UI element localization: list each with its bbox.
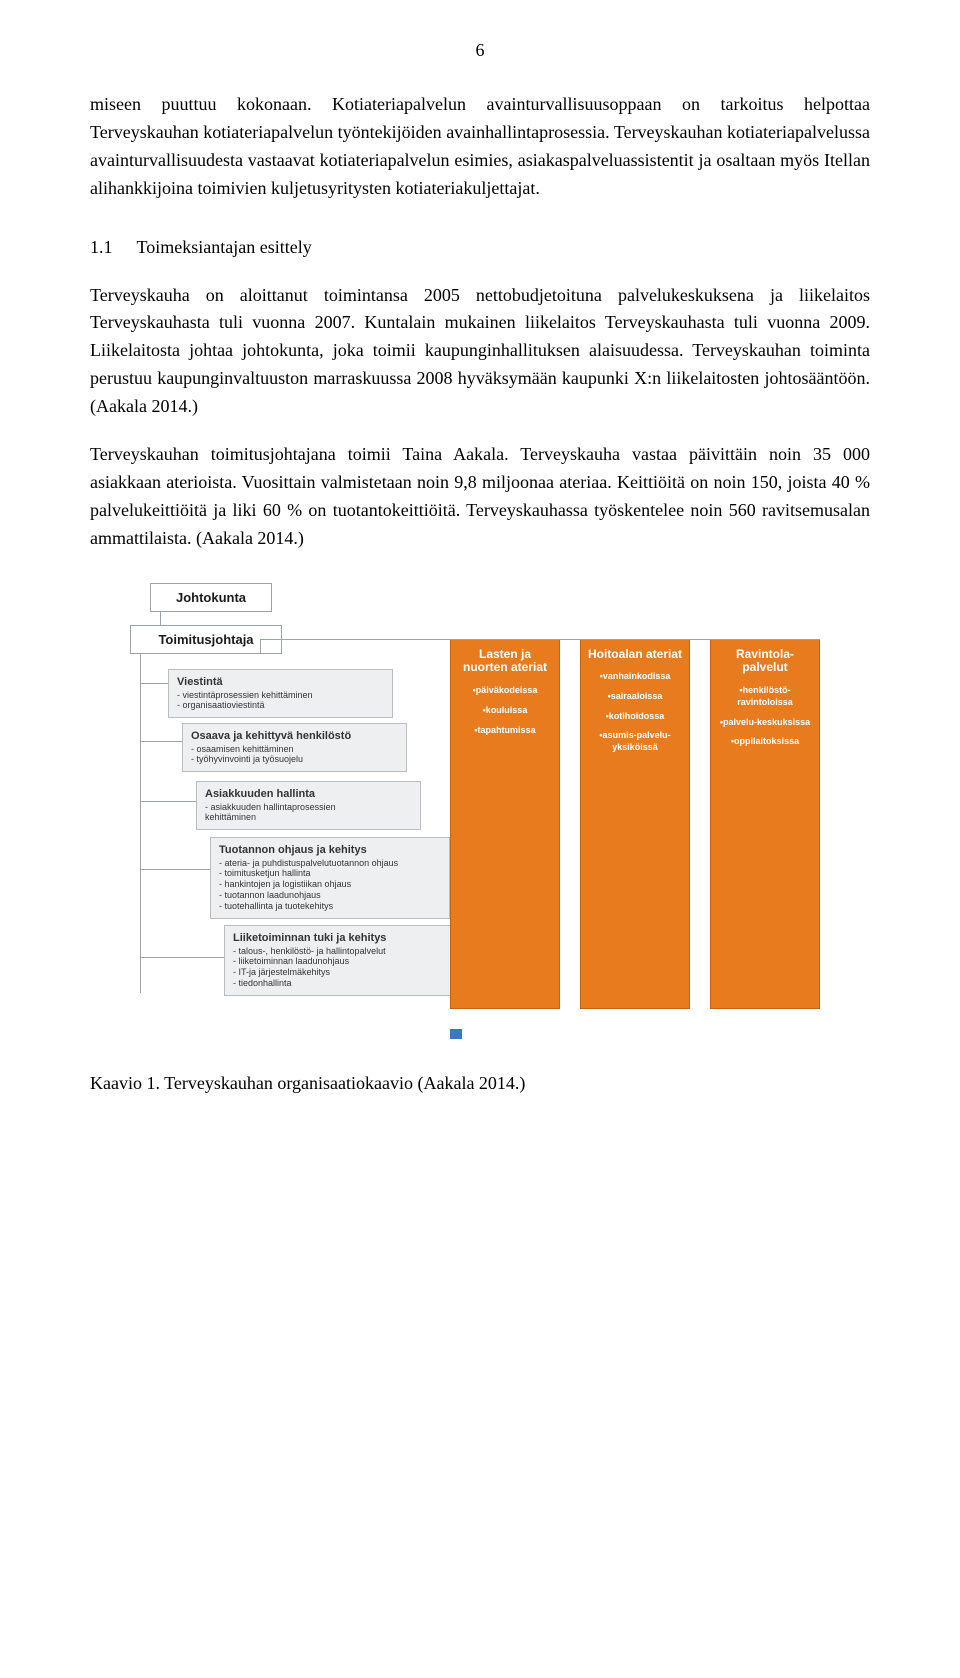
- grey-row-5: Liiketoiminnan tuki ja kehitys - talous-…: [224, 925, 464, 996]
- body-text-2: Terveyskauha on aloittanut toimintansa 2…: [90, 282, 870, 553]
- pillar-2: Hoitoalan ateriat •vanhainkodissa •saira…: [580, 639, 690, 1009]
- pillar-3: Ravintola-palvelut •henkilöstö-ravintolo…: [710, 639, 820, 1009]
- grey-row-line: - toimitusketjun hallinta: [219, 868, 441, 879]
- connector: [140, 801, 196, 802]
- pillar-title: Hoitoalan ateriat: [581, 640, 689, 668]
- paragraph-2: Terveyskauha on aloittanut toimintansa 2…: [90, 282, 870, 421]
- pillar-1: Lasten ja nuorten ateriat •päiväkodeissa…: [450, 639, 560, 1009]
- connector: [140, 653, 141, 993]
- pillar-title: Lasten ja nuorten ateriat: [451, 640, 559, 682]
- node-johtokunta: Johtokunta: [150, 583, 272, 612]
- org-chart: Johtokunta Toimitusjohtaja Viestintä - v…: [120, 581, 840, 1045]
- grey-row-line: - talous-, henkilöstö- ja hallintopalvel…: [233, 946, 455, 957]
- figure-caption: Kaavio 1. Terveyskauhan organisaatiokaav…: [90, 1073, 870, 1094]
- connector: [140, 957, 224, 958]
- pillar-title: Ravintola-palvelut: [711, 640, 819, 682]
- grey-row-title: Tuotannon ohjaus ja kehitys: [219, 844, 441, 856]
- artifact-square-icon: [450, 1029, 462, 1039]
- grey-row-2: Osaava ja kehittyvä henkilöstö - osaamis…: [182, 723, 407, 773]
- org-chart-canvas: Johtokunta Toimitusjohtaja Viestintä - v…: [120, 581, 840, 1021]
- grey-row-line: - ateria- ja puhdistuspalvelutuotannon o…: [219, 858, 441, 869]
- grey-row-line: - tuotehallinta ja tuotekehitys: [219, 901, 441, 912]
- grey-row-line: - osaamisen kehittäminen: [191, 744, 398, 755]
- grey-row-line: - organisaatioviestintä: [177, 700, 384, 711]
- pillar-item: •asumis-palvelu-yksiköissä: [581, 726, 689, 757]
- section-number: 1.1: [90, 237, 113, 258]
- connector: [140, 741, 182, 742]
- grey-row-4: Tuotannon ohjaus ja kehitys - ateria- ja…: [210, 837, 450, 919]
- pillar-item: •henkilöstö-ravintoloissa: [711, 681, 819, 712]
- grey-row-title: Asiakkuuden hallinta: [205, 788, 412, 800]
- grey-row-title: Viestintä: [177, 676, 384, 688]
- pillar-item: •päiväkodeissa: [451, 681, 559, 701]
- grey-row-line: - työhyvinvointi ja työsuojelu: [191, 754, 398, 765]
- body-text: miseen puuttuu kokonaan. Kotiateriapalve…: [90, 91, 870, 203]
- grey-row-line: - hankintojen ja logistiikan ohjaus: [219, 879, 441, 890]
- connector: [260, 639, 820, 640]
- grey-row-title: Osaava ja kehittyvä henkilöstö: [191, 730, 398, 742]
- section-title: Toimeksiantajan esittely: [137, 237, 312, 258]
- grey-row-line: kehittäminen: [205, 812, 412, 823]
- paragraph-3: Terveyskauhan toimitusjohtajana toimii T…: [90, 441, 870, 553]
- pillar-item: •sairaaloissa: [581, 687, 689, 707]
- connector: [140, 869, 210, 870]
- connector: [140, 683, 168, 684]
- pillar-item: •kouluissa: [451, 701, 559, 721]
- grey-row-3: Asiakkuuden hallinta - asiakkuuden halli…: [196, 781, 421, 831]
- pillar-item: •kotihoidossa: [581, 707, 689, 727]
- section-heading: 1.1 Toimeksiantajan esittely: [90, 237, 870, 258]
- grey-row-line: - liiketoiminnan laadunohjaus: [233, 956, 455, 967]
- pillar-item: •oppilaitoksissa: [711, 732, 819, 752]
- grey-row-line: - tiedonhallinta: [233, 978, 455, 989]
- grey-row-line: - viestintäprosessien kehittäminen: [177, 690, 384, 701]
- pillar-item: •tapahtumissa: [451, 721, 559, 741]
- paragraph-1: miseen puuttuu kokonaan. Kotiateriapalve…: [90, 91, 870, 203]
- document-page: 6 miseen puuttuu kokonaan. Kotiateriapal…: [0, 0, 960, 1678]
- grey-row-title: Liiketoiminnan tuki ja kehitys: [233, 932, 455, 944]
- connector: [260, 639, 261, 653]
- grey-row-line: - asiakkuuden hallintaprosessien: [205, 802, 412, 813]
- grey-row-line: - IT-ja järjestelmäkehitys: [233, 967, 455, 978]
- pillar-item: •vanhainkodissa: [581, 667, 689, 687]
- grey-row-line: - tuotannon laadunohjaus: [219, 890, 441, 901]
- pillar-item: •palvelu-keskuksissa: [711, 713, 819, 733]
- page-number: 6: [90, 40, 870, 61]
- grey-row-1: Viestintä - viestintäprosessien kehittäm…: [168, 669, 393, 719]
